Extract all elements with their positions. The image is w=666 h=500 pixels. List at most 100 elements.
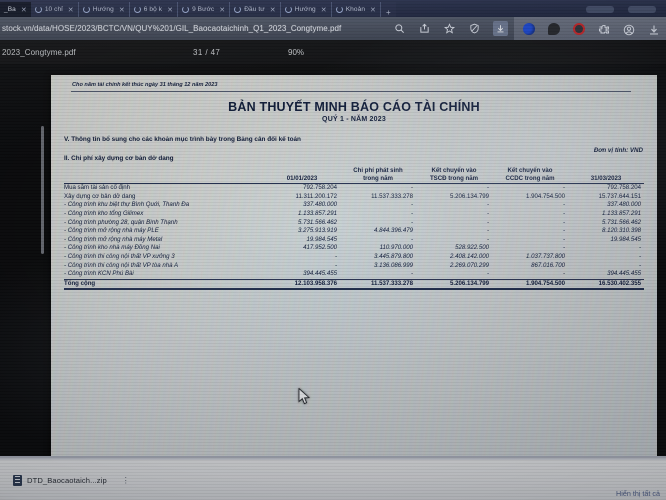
new-tab-button[interactable]: + (386, 8, 391, 17)
cell-value: 3.275.913.919 (298, 227, 337, 235)
browser-tab-0[interactable]: _Ba ✕ (0, 2, 31, 17)
browser-tab-4[interactable]: 9 Bước ✕ (178, 2, 231, 17)
browser-tab-6[interactable]: Hướng ✕ (281, 2, 332, 17)
browser-tab-2[interactable]: Hướng ✕ (79, 2, 130, 17)
profile-avatar-icon[interactable] (623, 23, 635, 35)
cell-value: 4.844.396.479 (374, 227, 413, 235)
pdf-viewer-toolbar[interactable]: 2023_Congtyme.pdf 31 / 47 90% (0, 40, 666, 64)
cell-value: 1.133.857.291 (602, 209, 641, 217)
col-head-label (64, 167, 264, 185)
cell-value: 1.133.857.291 (298, 209, 337, 217)
show-all-downloads-link[interactable]: Hiển thị tất cả (616, 489, 660, 498)
pdf-zoom-level[interactable]: 90% (288, 47, 305, 57)
cell-value: 5.731.566.462 (298, 218, 337, 226)
browser-tab-5[interactable]: Đầu tư ✕ (230, 2, 281, 17)
record-extension-icon[interactable] (573, 22, 585, 35)
browser-tab-3[interactable]: 6 bộ k ✕ (130, 2, 179, 17)
download-file-name[interactable]: DTD_Baocaotaich...zip (27, 475, 107, 485)
tab-close-icon[interactable]: ✕ (118, 6, 125, 14)
tab-close-icon[interactable]: ✕ (20, 6, 27, 14)
tab-close-icon[interactable]: ✕ (269, 6, 276, 14)
cell-value: - (562, 235, 565, 243)
tab-label: 6 bộ k (143, 6, 163, 13)
url-input[interactable]: stock.vn/data/HOSE/2023/BCTC/VN/QUY%201/… (2, 24, 342, 33)
cell-value: 1.037.737.800 (526, 252, 565, 260)
extensions-tray (514, 17, 666, 40)
download-more-options-icon[interactable]: ⋮ (121, 475, 130, 485)
browser-tab-1[interactable]: 10 chỉ ✕ (31, 2, 79, 17)
pdf-page: Cho năm tài chính kết thúc ngày 31 tháng… (51, 75, 657, 456)
cell-value: - (486, 218, 489, 226)
cell-value: 3.136.086.999 (374, 261, 413, 269)
puzzle-extension-icon[interactable] (598, 23, 610, 35)
cell-value: - (562, 218, 565, 226)
cell-value: 394.445.455 (568, 270, 644, 280)
cell-value: 792.758.204 (607, 184, 641, 192)
tab-favicon-icon (234, 6, 242, 13)
cell-value: 394.445.455 (264, 270, 340, 280)
table-row: - Công trình thi công nội thất VP tòa nh… (64, 262, 644, 271)
browser-tab-7[interactable]: Khoản ✕ (332, 2, 382, 17)
cell-value: 110.970.000 (379, 244, 413, 252)
cell-value: 2.408.142.000 (450, 252, 489, 260)
pdf-page-indicator[interactable]: 31 / 47 (193, 48, 220, 57)
blue-circle-extension-icon[interactable] (523, 22, 535, 35)
tab-label: Khoản (345, 6, 366, 13)
cell-value: 8.120.310.398 (602, 227, 641, 235)
row-label: - Công trình mở rộng nhà máy PLE (64, 227, 159, 235)
search-icon[interactable] (393, 22, 406, 35)
browser-address-bar[interactable]: stock.vn/data/HOSE/2023/BCTC/VN/QUY%201/… (0, 17, 666, 40)
row-label: - Công trình KCN Phú Bài (64, 270, 134, 278)
table-row: Xây dựng cơ bản dở dang 11.311.200.172 11.… (64, 193, 644, 202)
pdf-page-current[interactable]: 31 (193, 47, 203, 57)
row-label: Mua sắm tài sản cố định (64, 184, 131, 192)
tab-close-icon[interactable]: ✕ (167, 6, 174, 14)
cell-value: 19.984.545 (610, 235, 642, 243)
table-row: - Công trình phường 28, quận Bình Thạnh 5… (64, 219, 644, 228)
window-minimize-icon[interactable] (586, 6, 614, 13)
tab-label: 9 Bước (192, 6, 215, 13)
cell-value: - (486, 184, 489, 192)
cell-value: - (486, 201, 489, 209)
tab-favicon-icon (284, 6, 292, 13)
cell-value: - (486, 235, 489, 243)
download-icon[interactable] (493, 21, 508, 36)
bookmark-star-icon[interactable] (443, 22, 456, 35)
tab-favicon-icon (34, 6, 42, 13)
section-ii-heading: II. Chi phí xây dựng cơ bản dở dang (64, 155, 174, 162)
cell-value: 3.445.879.800 (374, 252, 413, 260)
tab-favicon-icon (182, 6, 190, 13)
cell-value: - (562, 184, 565, 192)
pdf-thumbnail-sidebar[interactable] (0, 64, 50, 456)
cell-value: - (416, 270, 492, 280)
doc-header-rule (71, 91, 631, 92)
download-item[interactable]: DTD_Baocaotaich...zip ⋮ (13, 474, 130, 486)
shield-icon[interactable] (468, 22, 481, 35)
tab-close-icon[interactable]: ✕ (67, 6, 74, 14)
row-label: - Công trình thi công nội thất VP tòa nh… (64, 261, 179, 269)
tab-close-icon[interactable]: ✕ (219, 6, 226, 14)
sidebar-scrollbar[interactable] (41, 126, 44, 254)
tab-label: 10 chỉ (44, 6, 63, 13)
total-value: 16.530.402.355 (568, 278, 644, 291)
col-head-opening: 01/01/2023 (264, 167, 340, 185)
share-icon[interactable] (418, 22, 431, 35)
download-tray-icon[interactable] (648, 23, 660, 35)
zip-file-icon (13, 474, 22, 486)
tab-close-icon[interactable]: ✕ (320, 6, 327, 14)
total-value: 12.103.958.376 (264, 278, 340, 291)
window-maximize-icon[interactable] (628, 6, 656, 13)
dark-shape-extension-icon[interactable] (548, 22, 560, 35)
cell-value: - (340, 270, 416, 280)
cell-value: 337.480.000 (303, 201, 337, 209)
cell-value: - (410, 218, 413, 226)
row-label: - Công trình khu biệt thự Bình Quới, Tha… (64, 201, 190, 209)
cip-table: 01/01/2023 Chi phí phát sinh trong năm K… (64, 167, 644, 291)
browser-tab-strip[interactable]: _Ba ✕ 10 chỉ ✕ Hướng ✕ 6 bộ k ✕ 9 Bước ✕… (0, 0, 666, 17)
table-row: - Công trình khu biệt thự Bình Quới, Tha… (64, 201, 644, 210)
total-label: Tổng cộng (64, 278, 264, 291)
pdf-page-total: 47 (210, 47, 221, 57)
tab-close-icon[interactable]: ✕ (370, 6, 377, 14)
cell-value: - (638, 252, 641, 260)
table-header-row: 01/01/2023 Chi phí phát sinh trong năm K… (64, 167, 644, 185)
